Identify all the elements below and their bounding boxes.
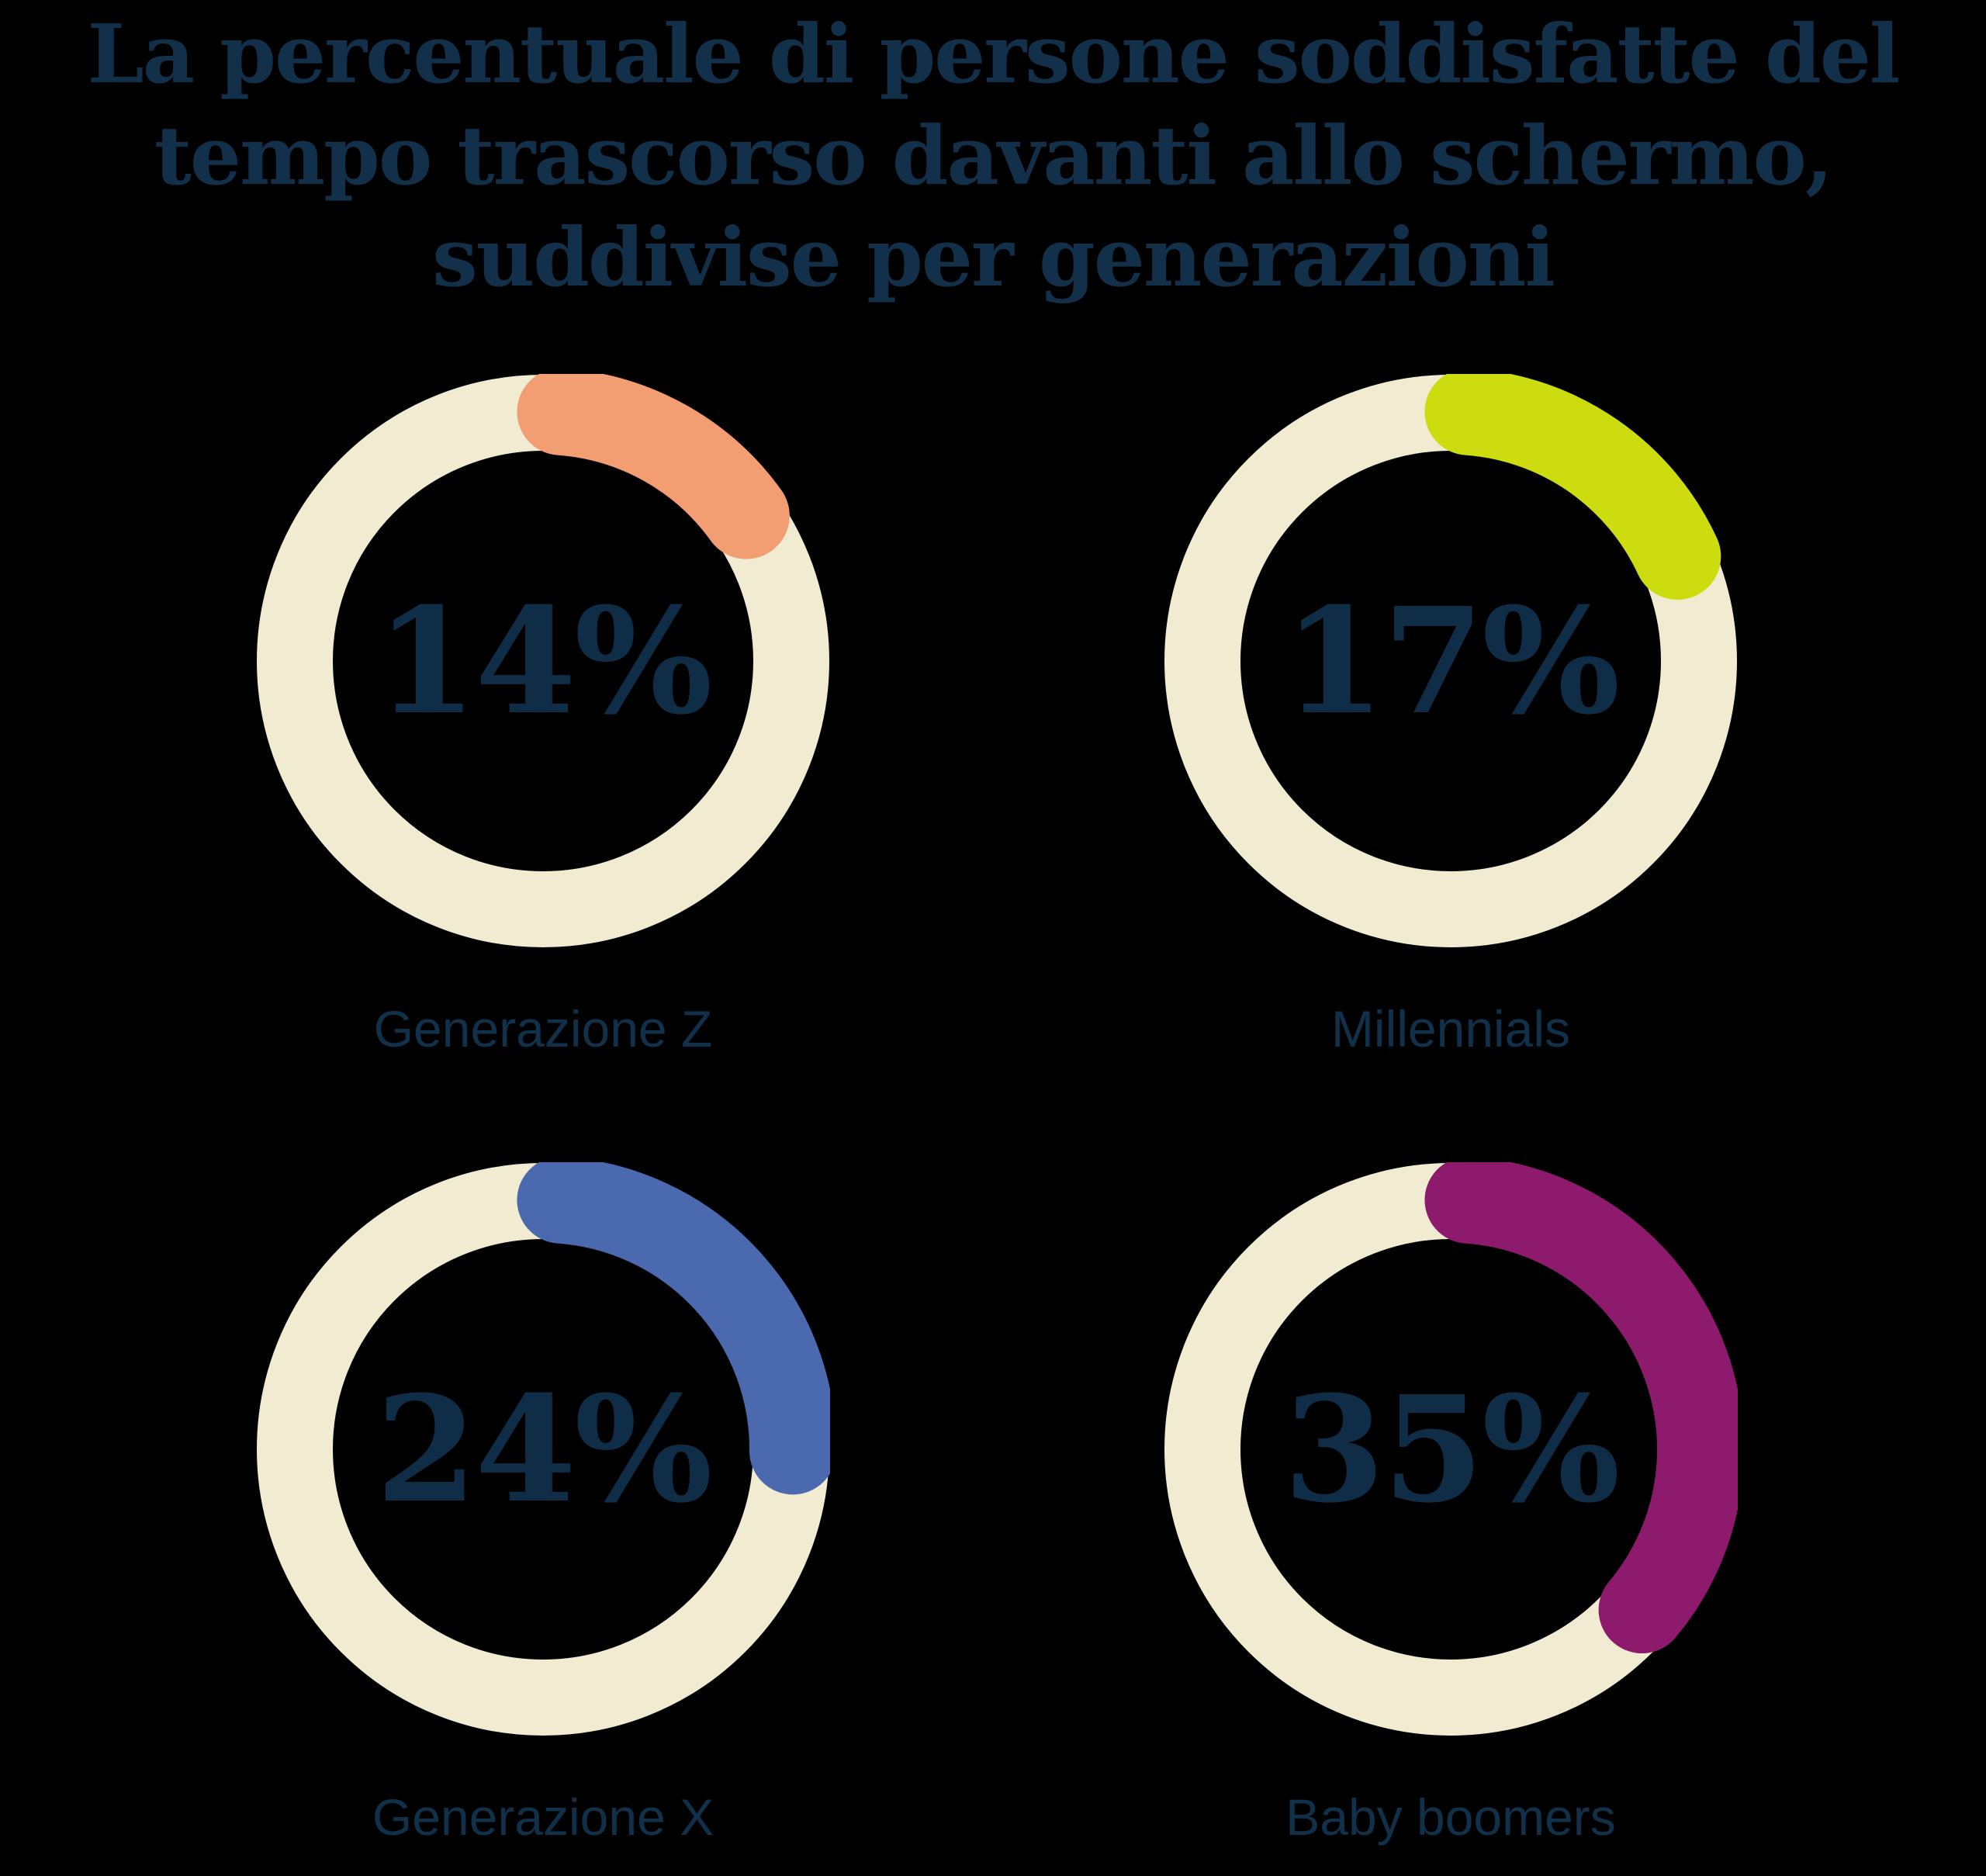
donut-progress-arc [1164, 374, 1738, 948]
donut-label-baby-boomers: Baby boomers [1285, 1788, 1616, 1846]
donut-cell-generazione-z: 14% Generazione Z [256, 374, 830, 1088]
chart-title-line-3: suddivise per generazioni [432, 209, 1555, 305]
donut-cell-millennials: 17% Millennials [1164, 374, 1738, 1088]
donut-progress-arc [256, 1162, 830, 1736]
donut-progress-arc [1164, 1162, 1738, 1736]
donut-label-generazione-x: Generazione X [372, 1788, 714, 1846]
chart-title-line-1: La percentuale di persone soddisfatte de… [87, 6, 1901, 102]
donut-value-millennials: 17% [1283, 575, 1620, 747]
donut-label-millennials: Millennials [1330, 1000, 1571, 1057]
donut-label-generazione-z: Generazione Z [373, 1000, 713, 1057]
donut-ring-generazione-x [256, 1162, 830, 1736]
chart-title-line-2: tempo trascorso davanti allo schermo, [154, 108, 1833, 203]
donut-ring-generazione-z [256, 374, 830, 948]
donut-progress-arc [256, 374, 830, 948]
chart-title: La percentuale di persone soddisfatte de… [0, 3, 1986, 308]
donut-value-generazione-z: 14% [375, 575, 712, 747]
donut-ring-millennials [1164, 374, 1738, 948]
donut-ring-baby-boomers [1164, 1162, 1738, 1736]
donut-value-generazione-x: 24% [375, 1363, 712, 1535]
donut-cell-generazione-x: 24% Generazione X [256, 1162, 830, 1876]
donut-cell-baby-boomers: 35% Baby boomers [1164, 1162, 1738, 1876]
donut-value-baby-boomers: 35% [1283, 1363, 1620, 1535]
